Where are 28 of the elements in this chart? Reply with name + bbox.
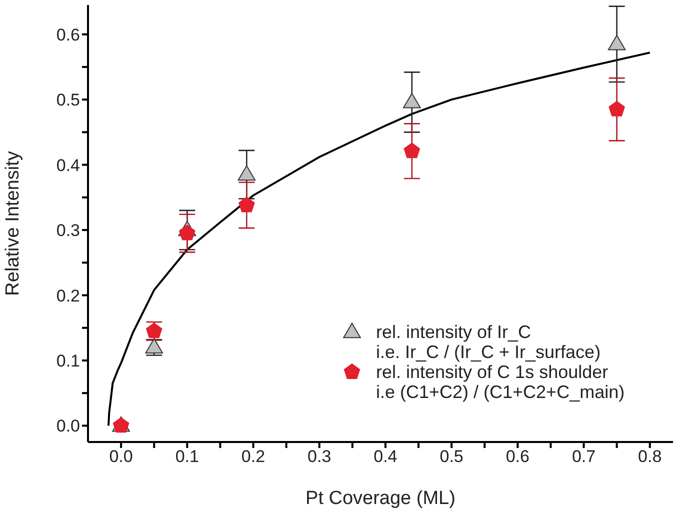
y-tick-label: 0.3	[56, 221, 80, 240]
x-tick-label: 0.5	[440, 447, 464, 466]
x-tick-label: 0.3	[308, 447, 332, 466]
x-tick-label: 0.7	[572, 447, 596, 466]
x-tick-label: 0.2	[241, 447, 266, 466]
legend-label: rel. intensity of C 1s shoulder i.e (C1+C2) / (C1+C2+C_main)	[376, 362, 625, 402]
line-series	[107, 52, 651, 427]
y-tick-label: 0.0	[56, 416, 80, 436]
point	[179, 224, 196, 240]
point	[608, 34, 626, 50]
point	[238, 165, 256, 181]
x-tick-label: 0.1	[175, 447, 199, 466]
point	[238, 196, 255, 212]
y-axis-title: Relative Intensity	[2, 150, 24, 296]
y-tick-label: 0.6	[56, 25, 80, 44]
y-tick-label: 0.2	[56, 286, 80, 306]
legend-label: rel. intensity of Ir_C i.e. Ir_C / (Ir_C + Ir_surface)	[376, 322, 601, 362]
x-tick-label: 0.6	[506, 447, 530, 466]
point	[608, 100, 625, 116]
y-tick-label: 0.5	[56, 90, 80, 110]
x-tick-label: 0.4	[374, 447, 398, 466]
y-tick-label: 0.1	[56, 352, 80, 371]
point	[403, 92, 421, 108]
x-tick-label: 0.0	[109, 447, 133, 466]
x-tick-label: 0.8	[638, 447, 662, 466]
x-axis-title: Pt Coverage (ML)	[306, 488, 456, 509]
y-tick-label: 0.4	[56, 156, 80, 175]
point	[404, 142, 420, 158]
